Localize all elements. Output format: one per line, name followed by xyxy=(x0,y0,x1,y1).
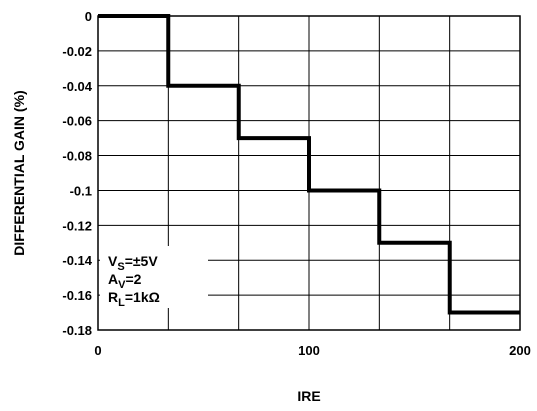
y-tick-label: 0 xyxy=(85,9,92,24)
annotation-rl: RL=1kΩ xyxy=(108,289,160,309)
annotation-vs: VS=±5V xyxy=(108,253,158,273)
x-tick-label: 100 xyxy=(298,343,320,358)
annotation-av: AV=2 xyxy=(108,271,142,291)
y-tick-label: -0.06 xyxy=(62,114,92,129)
y-tick-label: -0.04 xyxy=(62,79,92,94)
y-tick-label: -0.14 xyxy=(62,253,92,268)
x-axis-label: IRE xyxy=(297,388,320,404)
annotation-background xyxy=(100,246,208,308)
y-axis-label: DIFFERENTIAL GAIN (%) xyxy=(11,90,27,255)
y-tick-labels: 0 -0.02 -0.04 -0.06 -0.08 -0.1 -0.12 -0.14 -0.16… xyxy=(62,9,92,338)
x-tick-labels: 0 100 200 xyxy=(94,343,530,358)
y-tick-label: -0.12 xyxy=(62,218,92,233)
y-tick-label: -0.08 xyxy=(62,149,92,164)
series-group xyxy=(98,14,520,315)
y-tick-label: -0.1 xyxy=(70,183,92,198)
y-tick-label: -0.16 xyxy=(62,288,92,303)
series-line xyxy=(98,14,520,315)
plot-frame xyxy=(97,15,521,331)
y-tick-label: -0.18 xyxy=(62,323,92,338)
x-tick-label: 0 xyxy=(94,343,101,358)
y-tick-label: -0.02 xyxy=(62,44,92,59)
x-tick-label: 200 xyxy=(509,343,531,358)
